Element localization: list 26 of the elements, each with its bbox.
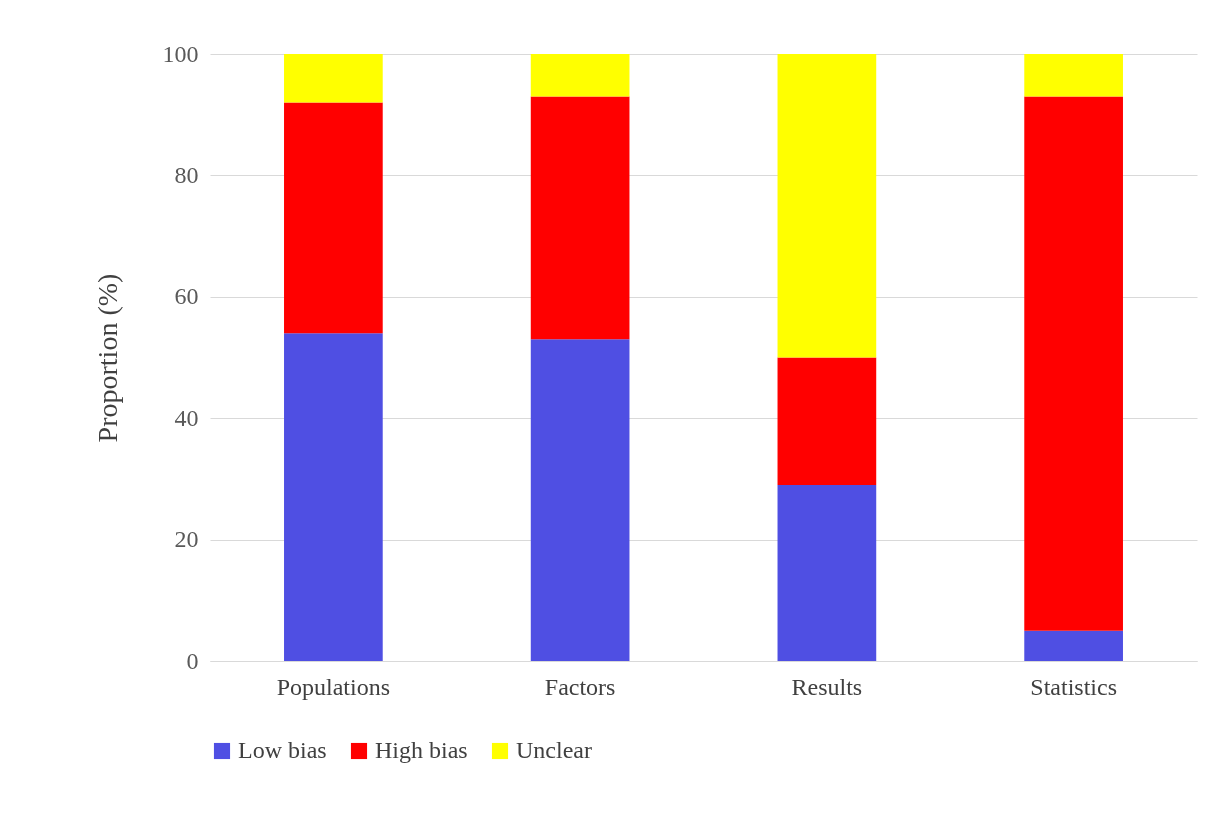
bar [777, 54, 877, 358]
legend-label: Unclear [516, 737, 592, 763]
y-tick-label: 40 [174, 404, 199, 431]
legend-label: High bias [375, 737, 468, 763]
bar [1024, 630, 1123, 661]
bar [284, 102, 383, 334]
bar [777, 357, 877, 485]
x-tick-label: Results [791, 673, 863, 700]
bar [530, 54, 630, 97]
bar [530, 96, 630, 340]
bar [1024, 54, 1123, 97]
bar [530, 339, 630, 661]
y-tick-label: 100 [162, 40, 199, 67]
bar [1024, 96, 1123, 631]
x-tick-label: Populations [276, 673, 391, 700]
x-tick-label: Factors [544, 673, 616, 700]
y-tick-label: 20 [174, 526, 199, 553]
legend-label: Low bias [238, 737, 327, 763]
x-tick-label: Statistics [1030, 673, 1117, 700]
bar [284, 333, 383, 661]
y-tick-label: 60 [174, 283, 199, 310]
bar [777, 484, 877, 661]
bar [284, 54, 383, 103]
y-tick-label: 0 [186, 647, 199, 674]
y-axis-title: Proportion (%) [91, 273, 123, 443]
y-tick-label: 80 [174, 161, 199, 188]
